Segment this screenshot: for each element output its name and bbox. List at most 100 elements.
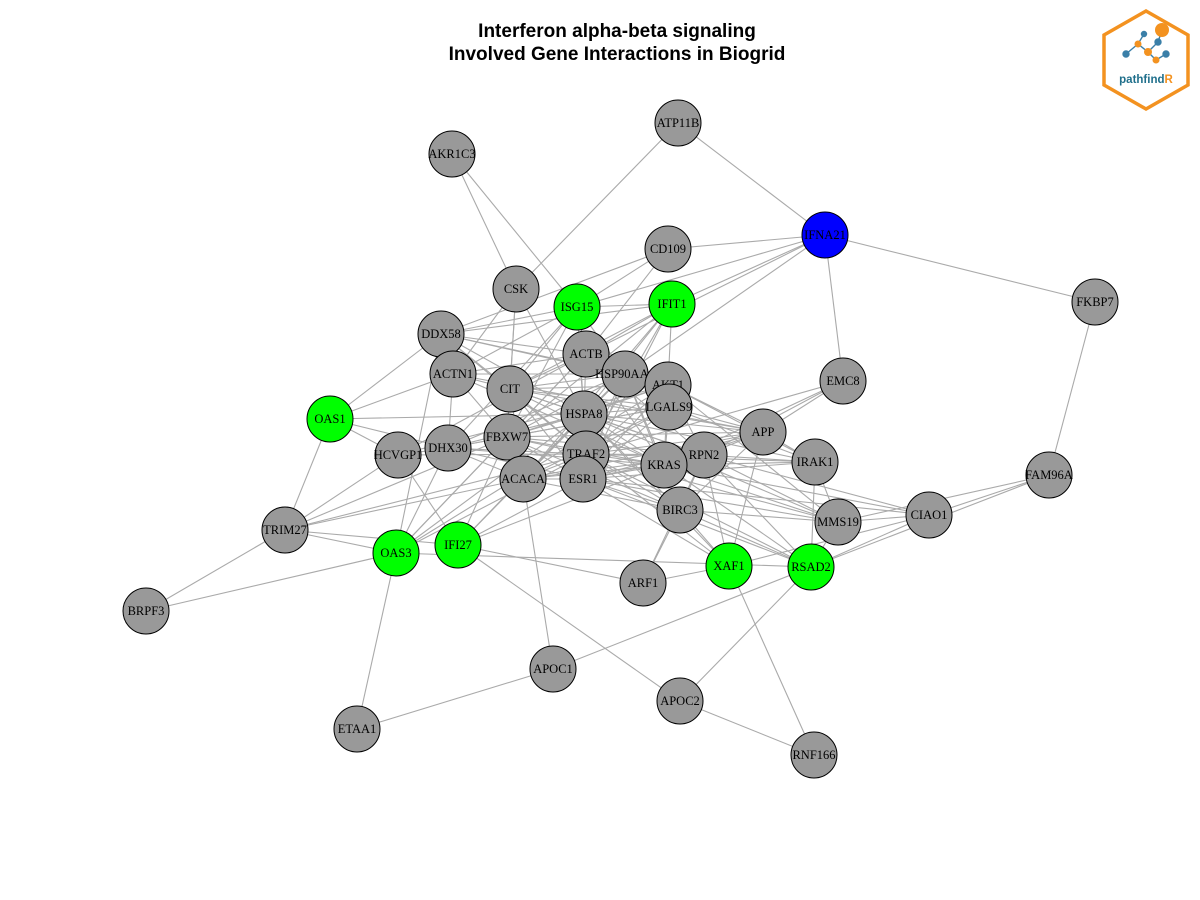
node-circle — [559, 455, 607, 503]
edge-ifna21-hsp90aa1 — [624, 234, 826, 375]
node-rnf166: RNF166 — [790, 731, 838, 779]
edge-rsad2-apoc1 — [552, 566, 812, 670]
node-app: APP — [739, 408, 787, 456]
node-oas3: OAS3 — [372, 529, 420, 577]
node-label: ACTN1 — [433, 367, 473, 381]
node-fbxw7: FBXW7 — [483, 413, 531, 461]
node-ddx58: DDX58 — [417, 310, 465, 358]
node-irak1: IRAK1 — [791, 438, 839, 486]
edge-oas3-brpf3 — [145, 552, 397, 612]
edge-ifit1-ddx58 — [440, 303, 673, 335]
node-hspa8: HSPA8 — [560, 390, 608, 438]
node-label: TRIM27 — [263, 523, 307, 537]
node-trim27: TRIM27 — [261, 506, 309, 554]
node-circle — [801, 211, 849, 259]
node-label: AKR1C3 — [428, 147, 475, 161]
edge-ifna21-emc8 — [824, 234, 844, 382]
node-circle — [374, 431, 422, 479]
edge-esr1-ifi27 — [457, 478, 584, 546]
node-circle — [306, 395, 354, 443]
logo-text: pathfindR — [1119, 74, 1173, 86]
node-circle — [429, 350, 477, 398]
node-circle — [656, 486, 704, 534]
edge-ifna21-fkbp7 — [824, 234, 1096, 303]
node-label: HCVGP1 — [374, 448, 423, 462]
edge-rsad2-apoc2 — [679, 566, 812, 702]
node-circle — [492, 265, 540, 313]
node-fkbp7: FKBP7 — [1071, 278, 1119, 326]
title-line-1: Interferon alpha-beta signaling — [478, 21, 756, 42]
node-circle — [739, 408, 787, 456]
node-circle — [644, 225, 692, 273]
edge-apoc2-rnf166 — [679, 700, 815, 756]
node-kras: KRAS — [640, 441, 688, 489]
node-csk: CSK — [492, 265, 540, 313]
node-label: APP — [752, 425, 775, 439]
nodes-layer: ATP11B AKR1C3 IFNA21 CD109 CSK ISG15 IFIT1 FKBP… — [122, 99, 1119, 779]
edges-layer — [145, 122, 1096, 756]
node-label: IFIT1 — [657, 297, 686, 311]
node-emc8: EMC8 — [819, 357, 867, 405]
title-line-2: Involved Gene Interactions in Biogrid — [448, 44, 786, 65]
edge-esr1-xaf1 — [582, 478, 730, 567]
node-label: CSK — [504, 282, 528, 296]
edge-fkbp7-fam96a — [1048, 301, 1096, 476]
node-circle — [819, 357, 867, 405]
node-actb: ACTB — [562, 330, 610, 378]
node-circle — [486, 365, 534, 413]
node-circle — [787, 543, 835, 591]
edge-xaf1-rnf166 — [728, 565, 815, 756]
node-rpn2: RPN2 — [680, 431, 728, 479]
edge-acaca-birc3 — [522, 478, 681, 511]
edge-esr1-mms19 — [582, 478, 839, 523]
node-label: LGALS9 — [646, 400, 693, 414]
node-circle — [656, 677, 704, 725]
node-label: CIAO1 — [911, 508, 948, 522]
node-circle — [499, 455, 547, 503]
network-icon — [1122, 23, 1170, 64]
node-label: ACTB — [569, 347, 602, 361]
node-cit: CIT — [486, 365, 534, 413]
edge-birc3-mms19 — [679, 509, 839, 523]
edge-traf2-oas3 — [395, 453, 587, 554]
node-circle — [645, 383, 693, 431]
node-circle — [905, 491, 953, 539]
logo-hexagon-icon — [1102, 8, 1190, 112]
node-akr1c3: AKR1C3 — [428, 130, 476, 178]
edge-app-fbxw7 — [506, 431, 764, 438]
node-circle — [434, 521, 482, 569]
edge-ifi27-apoc2 — [457, 544, 681, 702]
edge-akt1-mms19 — [667, 384, 839, 523]
node-apoc1: APOC1 — [529, 645, 577, 693]
node-label: XAF1 — [713, 559, 744, 573]
node-actn1: ACTN1 — [429, 350, 477, 398]
edge-hsp90aa1-dhx30 — [447, 373, 626, 449]
node-label: ISG15 — [561, 300, 594, 314]
node-label: KRAS — [647, 458, 680, 472]
node-circle — [648, 280, 696, 328]
node-cd109: CD109 — [644, 225, 692, 273]
edge-trim27-brpf3 — [145, 529, 286, 612]
node-label: ATP11B — [657, 116, 700, 130]
node-birc3: BIRC3 — [656, 486, 704, 534]
node-circle — [483, 413, 531, 461]
node-label: IRAK1 — [797, 455, 834, 469]
logo-text-main: pathfind — [1119, 74, 1164, 86]
edge-ifna21-cd109 — [667, 234, 826, 250]
edge-ifna21-actb — [585, 234, 826, 355]
edge-emc8-traf2 — [585, 380, 844, 455]
node-fam96a: FAM96A — [1025, 451, 1073, 499]
node-circle — [640, 441, 688, 489]
edge-acaca-trim27 — [284, 478, 524, 531]
node-label: IFNA21 — [804, 228, 846, 242]
node-apoc2: APOC2 — [656, 677, 704, 725]
edge-rpn2-rsad2 — [703, 454, 812, 568]
node-hsp90aa1: HSP90AA1 — [595, 350, 655, 398]
node-circle — [814, 498, 862, 546]
node-circle — [553, 283, 601, 331]
edge-cd109-ddx58 — [440, 248, 669, 335]
node-esr1: ESR1 — [559, 455, 607, 503]
node-label: CD109 — [650, 242, 686, 256]
node-label: HSPA8 — [565, 407, 602, 421]
node-arf1: ARF1 — [619, 559, 667, 607]
